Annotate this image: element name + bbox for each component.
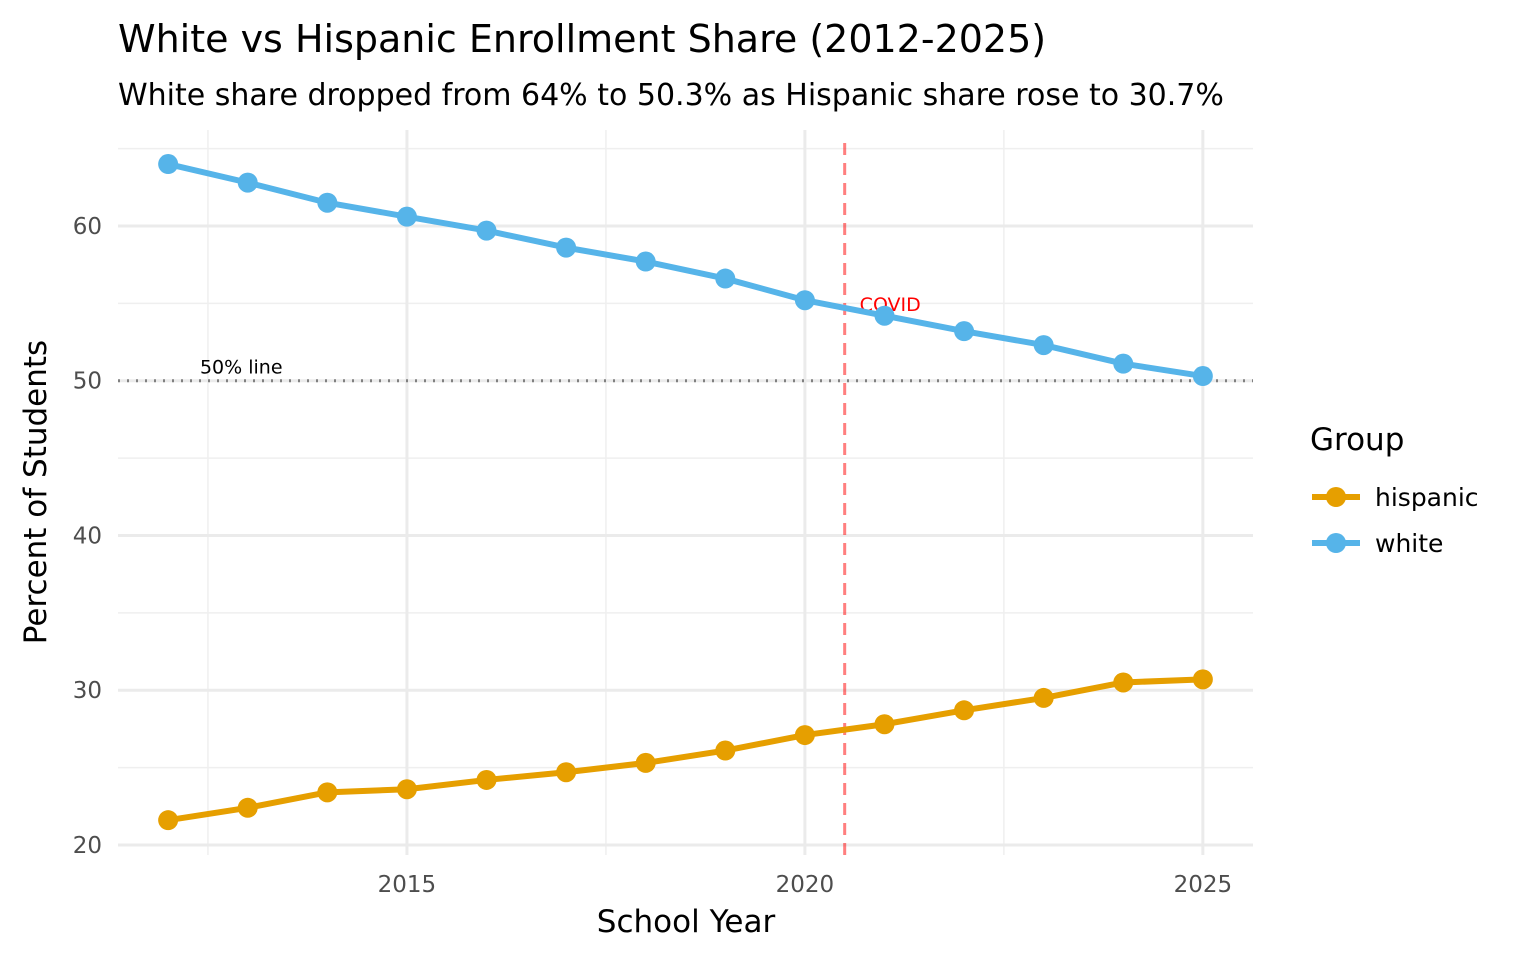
data-point-white — [1033, 335, 1054, 356]
legend-key-point-hispanic — [1326, 487, 1346, 507]
data-point-white — [1192, 366, 1213, 387]
y-tick-label: 20 — [73, 833, 102, 859]
data-point-hispanic — [1033, 687, 1054, 708]
grid — [118, 130, 1253, 855]
data-point-white — [237, 172, 258, 193]
data-point-white — [396, 206, 417, 227]
axes: 20 30 40 50 60 2015 2020 2025 — [73, 214, 1232, 898]
data-point-hispanic — [715, 740, 736, 761]
data-point-hispanic — [874, 714, 895, 735]
data-point-white — [874, 305, 895, 326]
data-point-white — [476, 220, 497, 241]
legend-key-point-white — [1326, 533, 1346, 553]
x-axis-label: School Year — [597, 904, 776, 940]
data-point-hispanic — [237, 797, 258, 818]
covid-label: COVID — [860, 294, 921, 316]
data-point-hispanic — [317, 782, 338, 803]
data-point-hispanic — [396, 779, 417, 800]
y-axis-label: Percent of Students — [18, 340, 54, 644]
data-point-hispanic — [635, 752, 656, 773]
data-point-hispanic — [794, 725, 815, 746]
legend-title: Group — [1310, 422, 1404, 458]
data-point-white — [635, 251, 656, 272]
legend-label-hispanic: hispanic — [1375, 483, 1479, 512]
y-tick-label: 40 — [73, 523, 102, 549]
series-line-hispanic — [167, 676, 1203, 824]
x-tick-label: 2020 — [776, 872, 835, 898]
legend: Group hispanic white — [1310, 422, 1479, 558]
data-point-white — [794, 290, 815, 311]
y-tick-label: 60 — [73, 214, 102, 240]
x-tick-label: 2015 — [378, 872, 437, 898]
data-point-white — [1113, 353, 1134, 374]
data-point-white — [317, 192, 338, 213]
y-tick-label: 50 — [73, 369, 102, 395]
data-point-hispanic — [556, 762, 577, 783]
data-point-white — [715, 268, 736, 289]
data-point-hispanic — [1192, 669, 1213, 690]
data-point-hispanic — [158, 810, 179, 831]
legend-label-white: white — [1375, 529, 1443, 558]
series-layer — [158, 154, 1213, 831]
chart-subtitle: White share dropped from 64% to 50.3% as… — [118, 78, 1224, 113]
series-line-white — [167, 161, 1204, 380]
data-point-white — [556, 237, 577, 258]
data-point-hispanic — [1113, 672, 1134, 693]
data-point-white — [158, 154, 179, 175]
data-point-white — [954, 321, 975, 342]
fifty-percent-line-label: 50% line — [200, 357, 283, 379]
chart-title: White vs Hispanic Enrollment Share (2012… — [118, 17, 1046, 61]
y-tick-label: 30 — [73, 678, 102, 704]
annotations: 50% line COVID — [118, 143, 1253, 855]
data-point-hispanic — [476, 769, 497, 790]
x-tick-label: 2025 — [1174, 872, 1233, 898]
data-point-hispanic — [954, 700, 975, 721]
